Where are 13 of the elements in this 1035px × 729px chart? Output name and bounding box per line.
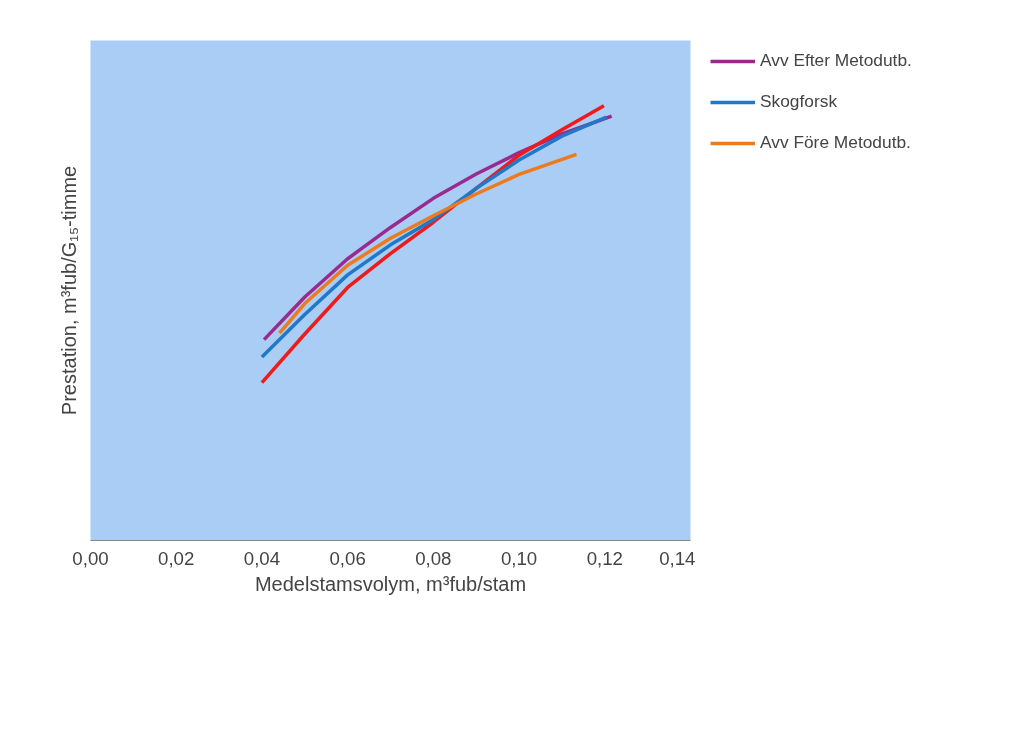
- x-tick-label: 0,08: [415, 547, 452, 569]
- legend-label: Avv Före Metodutb.: [760, 132, 911, 153]
- legend-label: Skogforsk: [760, 91, 838, 112]
- y-axis-title: Prestation, m³fub/G₁₅-timme: [57, 165, 80, 416]
- x-tick-label: 0,00: [72, 547, 109, 569]
- x-tick-label: 0,14: [659, 547, 696, 569]
- x-tick-label: 0,12: [586, 547, 623, 569]
- legend-label: Avv Efter Metodutb.: [760, 50, 912, 71]
- x-tick-label: 0,02: [158, 547, 195, 569]
- x-tick-label: 0,04: [243, 547, 281, 569]
- x-tick-label: 0,06: [329, 547, 366, 569]
- x-tick-label: 0,10: [500, 547, 538, 569]
- x-axis-title: Medelstamsvolym, m³fub/stam: [254, 572, 527, 595]
